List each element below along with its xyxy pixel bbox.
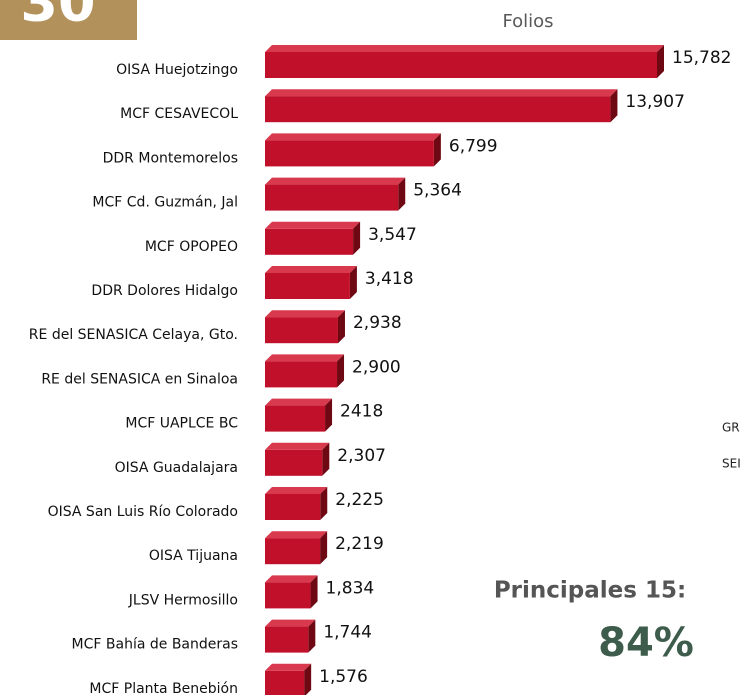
value-label: 2,307 (337, 446, 386, 466)
value-label: 6,799 (449, 136, 498, 156)
category-label: JLSV Hermosillo (128, 592, 238, 608)
value-label: 2,219 (335, 534, 384, 554)
badge-number: 30 (20, 0, 95, 34)
bar-top (265, 354, 345, 362)
value-label: 1,834 (326, 578, 375, 598)
category-label: MCF Planta Benebión (89, 681, 238, 695)
bar-side (304, 663, 312, 697)
bar (265, 184, 399, 211)
category-label: MCF OPOPEO (145, 239, 238, 255)
bar (265, 626, 309, 653)
bar-top (265, 531, 328, 539)
bar-side (610, 89, 618, 123)
category-label: MCF Cd. Guzmán, Jal (92, 195, 238, 211)
category-label: RE del SENASICA en Sinaloa (41, 371, 238, 387)
bar-top (265, 619, 316, 627)
bar-top (265, 266, 357, 273)
bar (265, 494, 321, 520)
value-label: 5,364 (413, 181, 462, 201)
chart-title: Folios (502, 11, 553, 32)
bar-side (337, 354, 345, 388)
value-label: 3,547 (368, 225, 417, 245)
bar-side (325, 398, 333, 432)
bar (265, 317, 338, 344)
value-label: 1,576 (319, 667, 368, 687)
bar (265, 405, 326, 432)
bar (265, 228, 354, 255)
side-text: GR (722, 421, 740, 435)
bar-top (265, 221, 361, 229)
category-label: OISA Huejotzingo (116, 62, 238, 78)
bar (265, 52, 657, 78)
bar-top (265, 663, 312, 671)
bar (265, 140, 434, 167)
bar-top (265, 45, 664, 52)
bar-top (265, 442, 330, 450)
bar (265, 273, 350, 299)
bar-top (265, 487, 328, 494)
value-label: 2418 (340, 402, 383, 422)
bar-side (320, 487, 328, 520)
category-label: OISA Guadalajara (115, 460, 238, 476)
category-label: RE del SENASICA Celaya, Gto. (29, 327, 238, 343)
bar-side (310, 575, 318, 609)
category-label: MCF UAPLCE BC (125, 416, 238, 432)
bar-top (265, 177, 406, 185)
badge-box (0, 0, 137, 40)
bar (265, 538, 321, 565)
value-label: 13,907 (625, 92, 684, 112)
bar-side (398, 177, 406, 211)
bar-top (265, 575, 318, 583)
bar-side (349, 266, 357, 299)
bar-side (322, 442, 330, 476)
annotation-percent: 84% (598, 620, 694, 666)
value-label: 3,418 (365, 269, 414, 289)
bar-top (265, 398, 333, 406)
value-label: 15,782 (672, 48, 731, 68)
bar-side (353, 221, 361, 255)
value-label: 1,744 (323, 623, 372, 643)
bar-side (337, 310, 345, 344)
bar (265, 670, 305, 697)
bar (265, 361, 338, 388)
bar-side (657, 45, 664, 78)
category-label: MCF CESAVECOL (120, 106, 238, 122)
bar-side (320, 531, 328, 565)
category-label: DDR Dolores Hidalgo (91, 283, 238, 299)
bar (265, 449, 323, 476)
bar-top (265, 310, 345, 318)
bar (265, 582, 311, 609)
bar-top (265, 133, 441, 141)
category-label: OISA Tijuana (149, 548, 238, 564)
category-label: OISA San Luis Río Colorado (48, 504, 238, 520)
value-label: 2,938 (353, 313, 402, 333)
bar-top (265, 89, 618, 97)
category-label: DDR Montemorelos (103, 150, 238, 166)
side-text: SEI (722, 457, 741, 471)
bar (265, 96, 611, 123)
bar-side (433, 133, 441, 167)
category-label: MCF Bahía de Banderas (72, 637, 238, 653)
bar-side (308, 619, 316, 653)
annotation: Principales 15: (494, 578, 686, 604)
value-label: 2,225 (335, 490, 384, 510)
value-label: 2,900 (352, 357, 401, 377)
